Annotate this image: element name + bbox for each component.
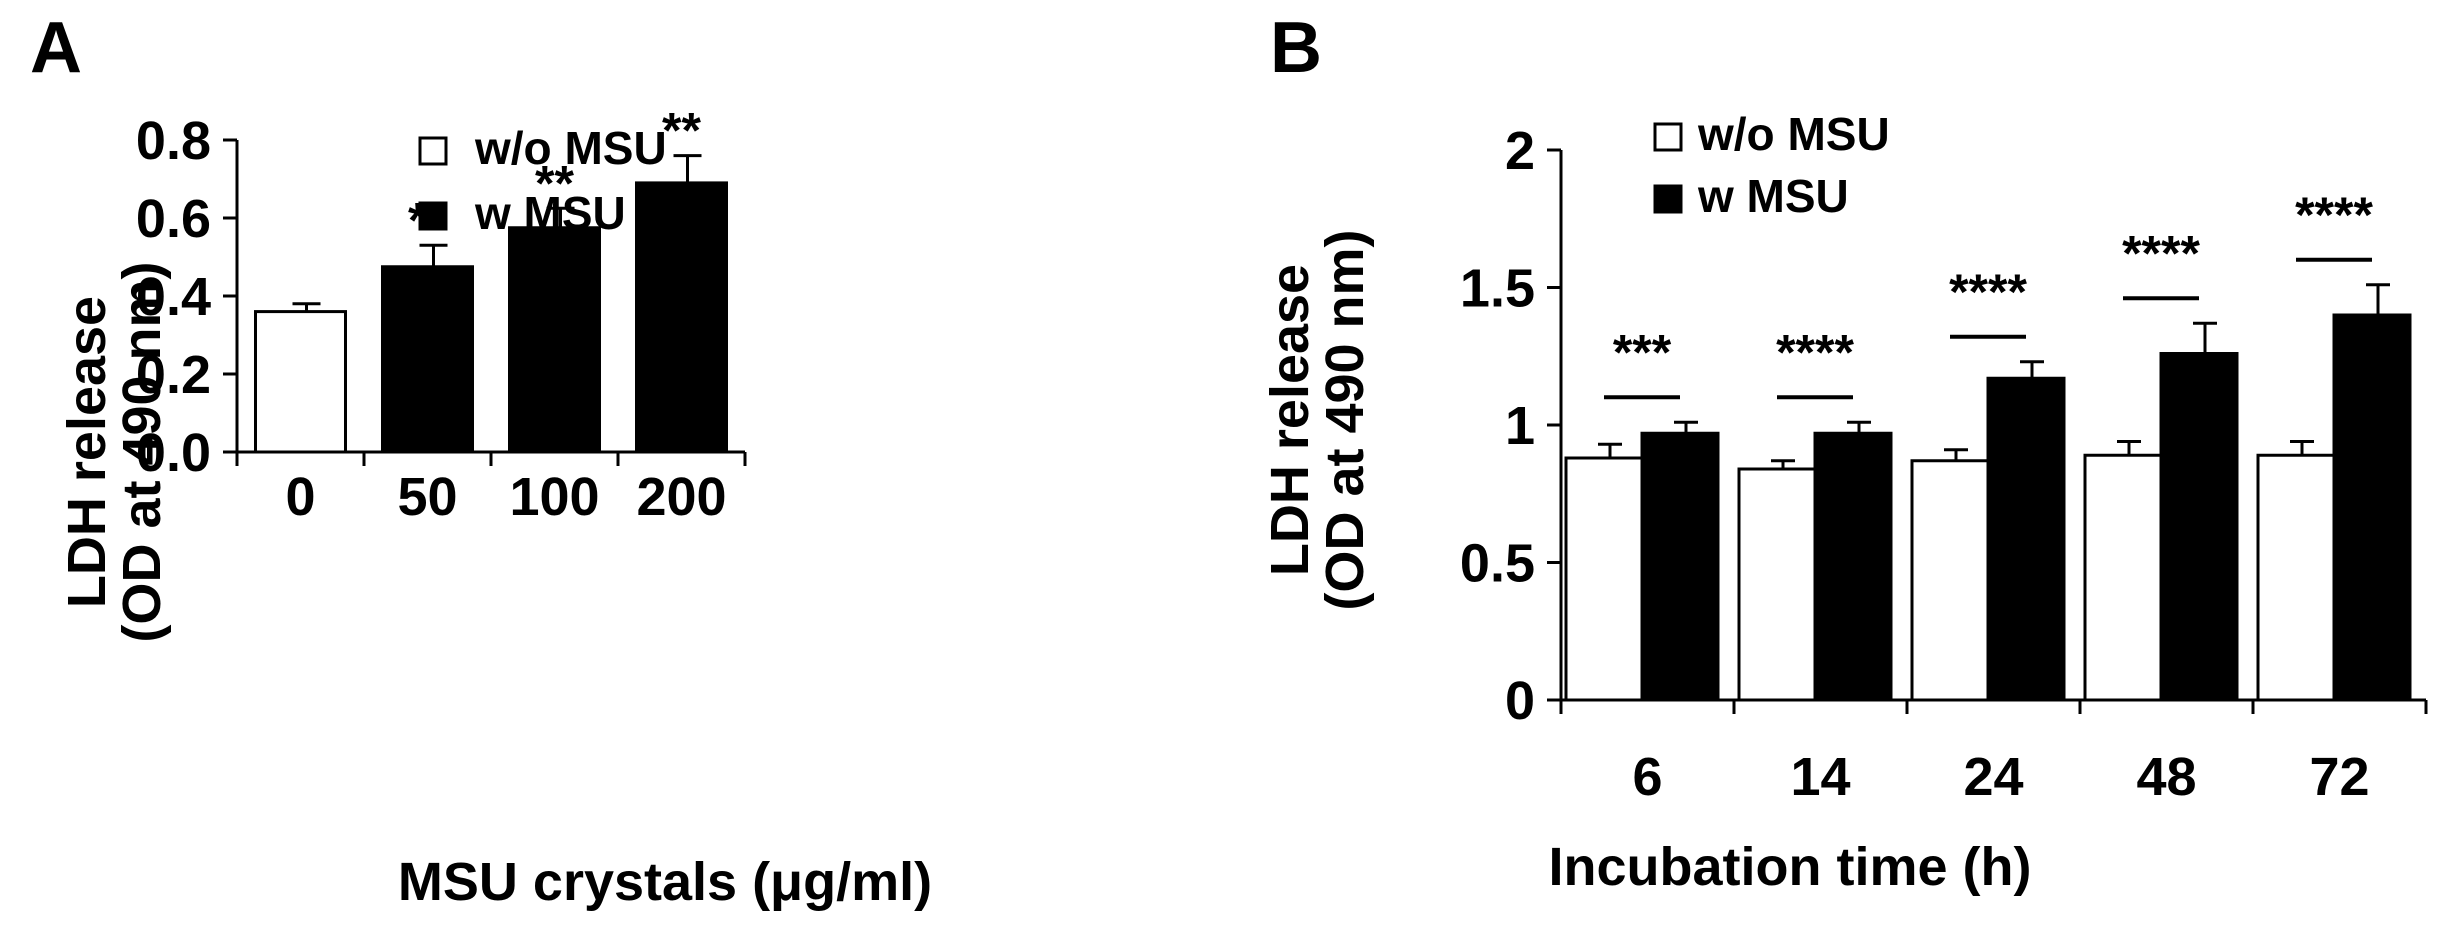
panel-a-legend-label: w/o MSU: [474, 122, 667, 174]
panel-b-ytick-label: 1: [1505, 396, 1535, 456]
panel-b-bar-with-msu: [1986, 376, 2066, 702]
panel-b-xtick-label: 72: [2309, 747, 2369, 807]
panel-b-bar-with-msu: [2159, 352, 2239, 702]
panel-b-significance: ****: [2122, 225, 2200, 281]
panel-b-ylabel-line1: LDH release: [1260, 264, 1320, 576]
panel-b-legend-swatch: [1653, 184, 1683, 214]
panel-a-legend-swatch: [418, 201, 448, 231]
panel-b-legend-swatch: [1653, 122, 1683, 152]
panel-b-xtick-label: 14: [1790, 747, 1850, 807]
panel-a-bar: [635, 181, 728, 454]
panel-a-legend-swatch: [418, 136, 448, 166]
panel-b-bar-with-msu: [2332, 313, 2412, 702]
panel-b-ytick-label: 0.5: [1460, 534, 1535, 594]
panel-b-bar-without-msu: [2256, 453, 2336, 702]
panel-a-significance: **: [662, 103, 701, 159]
panel-b-ylabel-line2: (OD at 490 nm): [1315, 229, 1375, 610]
panel-a-xtick-label: 50: [397, 467, 457, 527]
panel-a-ytick-label: 0.6: [136, 189, 211, 249]
panel-b-ytick-label: 1.5: [1460, 259, 1535, 319]
panel-b-xtick-label: 48: [2136, 747, 2196, 807]
panel-a-xtick-label: 100: [509, 467, 599, 527]
panel-b-ytick-label: 2: [1505, 121, 1535, 181]
panel-b-bar-without-msu: [1737, 467, 1817, 702]
panel-a-bar: [254, 310, 347, 454]
panel-a-ylabel-line1: LDH release: [57, 296, 117, 608]
panel-b-significance: ****: [2295, 187, 2373, 243]
panel-b-bar-with-msu: [1640, 431, 1720, 702]
panel-a-xlabel: MSU crystals (μg/ml): [398, 852, 932, 912]
panel-b-significance: ****: [1949, 264, 2027, 320]
panel-a-ytick-label: 0.2: [136, 345, 211, 405]
panel-a-xtick-label: 200: [636, 467, 726, 527]
panel-a: A LDH release (OD at 490 nm) MSU crystal…: [30, 8, 932, 912]
panel-a-letter: A: [30, 8, 82, 88]
panel-a-legend-label: w MSU: [474, 187, 626, 239]
panel-a-significance: **: [535, 155, 574, 211]
panel-b-significance: ***: [1613, 324, 1672, 380]
panel-b-bar-without-msu: [1910, 459, 1990, 702]
panel-a-xtick-label: 0: [285, 467, 315, 527]
panel-b-significance: ****: [1776, 324, 1854, 380]
panel-b-bar-with-msu: [1813, 431, 1893, 702]
panel-a-ylabel-line2: (OD at 490 nm): [112, 261, 172, 642]
panel-a-ytick-label: 0.4: [136, 267, 211, 327]
panel-b-bar-without-msu: [2083, 453, 2163, 702]
panel-b-letter: B: [1270, 8, 1322, 88]
panel-a-ytick-label: 0.0: [136, 423, 211, 483]
panel-b-legend-label: w/o MSU: [1697, 108, 1890, 160]
panel-b-legend-label: w MSU: [1697, 170, 1849, 222]
panel-a-bar: [508, 226, 601, 454]
panel-a-ytick-label: 0.8: [136, 111, 211, 171]
panel-b-xtick-label: 24: [1963, 747, 2023, 807]
panel-a-bar: [381, 265, 474, 454]
panel-b: B LDH release (OD at 490 nm) Incubation …: [1260, 8, 2428, 897]
panel-b-bar-without-msu: [1564, 456, 1644, 702]
panel-b-xtick-label: 6: [1632, 747, 1662, 807]
panel-b-ytick-label: 0: [1505, 671, 1535, 731]
panel-b-xlabel: Incubation time (h): [1549, 837, 2032, 897]
